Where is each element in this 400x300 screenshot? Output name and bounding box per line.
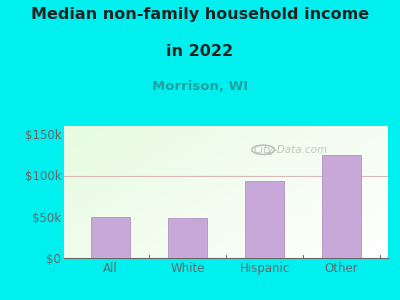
Bar	[245, 181, 284, 258]
Text: Median non-family household income: Median non-family household income	[31, 8, 369, 22]
Bar	[91, 217, 130, 258]
Text: City-Data.com: City-Data.com	[254, 145, 328, 155]
Bar	[168, 218, 207, 258]
Text: in 2022: in 2022	[166, 44, 234, 59]
Text: Morrison, WI: Morrison, WI	[152, 80, 248, 92]
Bar	[322, 155, 361, 258]
